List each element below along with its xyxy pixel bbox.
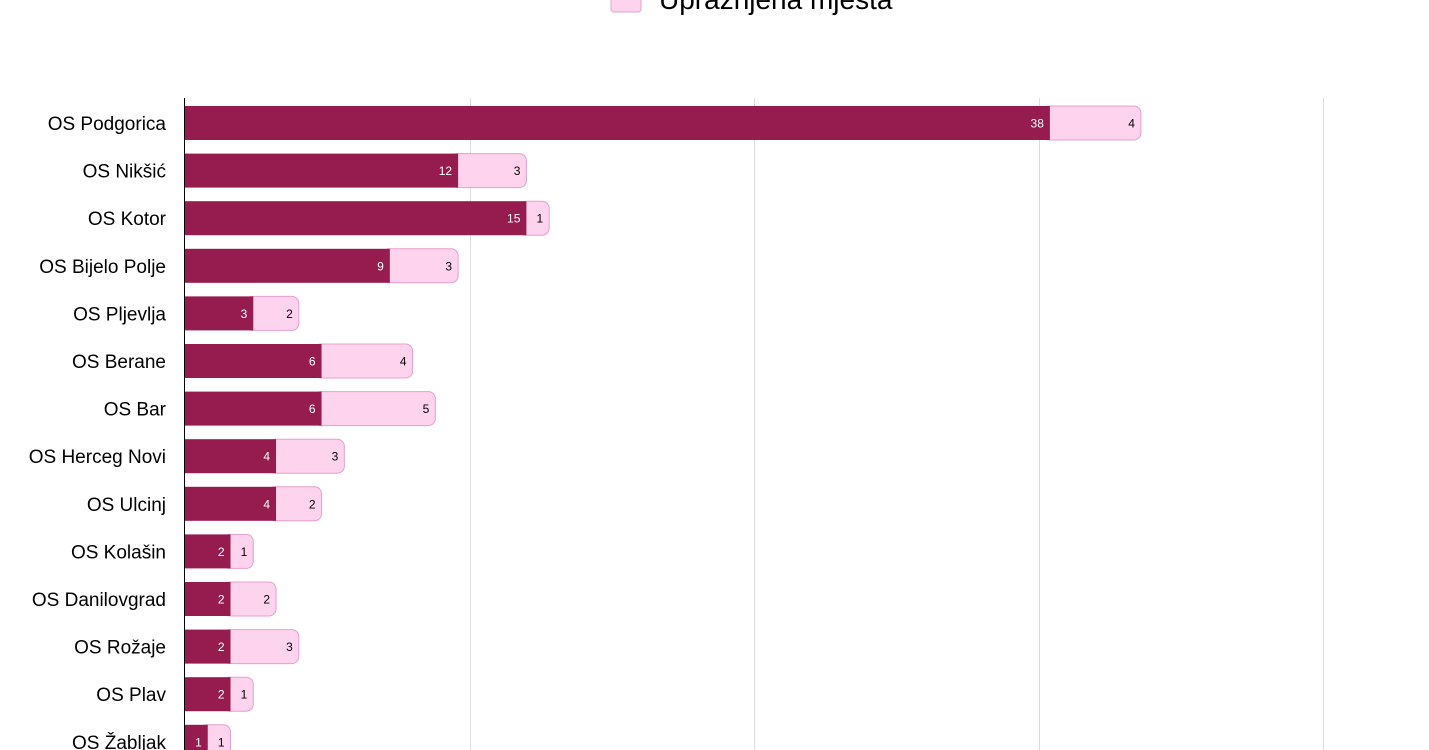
category-label: OS Danilovgrad bbox=[32, 590, 166, 611]
category-label: OS Ulcinj bbox=[87, 495, 166, 516]
value-label-primary: 3 bbox=[241, 307, 248, 321]
category-label: OS Berane bbox=[72, 352, 166, 373]
bar-segment-primary bbox=[185, 439, 277, 474]
category-label: OS Plav bbox=[96, 685, 166, 706]
category-label: OS Pljevlja bbox=[73, 304, 166, 325]
legend-swatch bbox=[610, 0, 642, 13]
value-label-primary: 15 bbox=[507, 212, 521, 226]
category-label: OS Žabljak bbox=[72, 732, 166, 750]
bar-segment-primary bbox=[185, 153, 459, 188]
value-label-primary: 4 bbox=[263, 450, 270, 464]
category-label: OS Kolašin bbox=[71, 542, 166, 563]
value-label-vacant: 3 bbox=[514, 164, 521, 178]
value-label-primary: 9 bbox=[377, 259, 384, 273]
value-label-vacant: 3 bbox=[332, 450, 339, 464]
bars: 38 412 315 19 33 26 46 54 34 22 12 22 32 11 1 bbox=[185, 105, 1142, 750]
bar-segment-vacant bbox=[313, 391, 436, 427]
gridlines bbox=[470, 98, 1324, 750]
bar-segment-primary bbox=[185, 629, 231, 664]
bar-segment-primary bbox=[185, 534, 231, 569]
value-label-vacant: 2 bbox=[263, 593, 270, 607]
bar-row: 15 1 bbox=[185, 200, 550, 236]
category-label: OS Kotor bbox=[88, 209, 167, 230]
value-label-vacant: 1 bbox=[241, 688, 248, 702]
category-label: OS Bijelo Polje bbox=[39, 257, 166, 278]
bar-segment-vacant bbox=[313, 343, 414, 379]
value-label-vacant: 4 bbox=[1128, 117, 1135, 131]
category-label: OS Nikšić bbox=[83, 162, 166, 183]
value-label-vacant: 1 bbox=[536, 212, 543, 226]
category-label: OS Podgorica bbox=[48, 114, 167, 135]
value-label-primary: 38 bbox=[1031, 117, 1045, 131]
bar-segment-primary bbox=[185, 344, 322, 378]
legend: Upražnjena mjesta bbox=[610, 0, 893, 15]
value-label-vacant: 4 bbox=[400, 355, 407, 369]
value-label-primary: 6 bbox=[309, 355, 316, 369]
value-label-vacant: 5 bbox=[423, 402, 430, 416]
category-label: OS Bar bbox=[104, 400, 167, 421]
bar-segment-primary bbox=[185, 106, 1050, 140]
value-label-vacant: 2 bbox=[286, 307, 293, 321]
value-label-vacant: 3 bbox=[286, 640, 293, 654]
category-label: OS Herceg Novi bbox=[29, 447, 166, 468]
value-label-vacant: 1 bbox=[218, 735, 225, 749]
bar-row: 12 3 bbox=[185, 153, 527, 189]
value-label-vacant: 3 bbox=[445, 259, 452, 273]
bar-segment-primary bbox=[185, 201, 527, 236]
value-label-primary: 4 bbox=[263, 497, 270, 511]
value-label-primary: 2 bbox=[218, 688, 225, 702]
category-labels: OS Podgorica OS Nikšić OS Kotor OS Bijelo P… bbox=[29, 114, 167, 750]
value-label-primary: 1 bbox=[195, 735, 202, 749]
legend-label: Upražnjena mjesta bbox=[659, 0, 893, 15]
bar-segment-primary bbox=[185, 582, 231, 616]
bar-segment-primary bbox=[185, 486, 277, 521]
bar-segment-primary bbox=[185, 677, 231, 712]
bar-segment-primary bbox=[185, 248, 390, 283]
value-label-primary: 2 bbox=[218, 593, 225, 607]
bar-segment-vacant bbox=[1041, 105, 1142, 141]
value-label-primary: 2 bbox=[218, 640, 225, 654]
value-label-vacant: 2 bbox=[309, 497, 316, 511]
value-label-primary: 2 bbox=[218, 545, 225, 559]
bar-segment-primary bbox=[185, 296, 254, 331]
category-label: OS Rožaje bbox=[74, 638, 166, 659]
bar-row: 38 4 bbox=[185, 105, 1142, 141]
bar-segment-primary bbox=[185, 391, 322, 426]
bar-segment-primary bbox=[185, 724, 208, 750]
value-label-primary: 12 bbox=[439, 164, 453, 178]
value-label-vacant: 1 bbox=[241, 545, 248, 559]
value-label-primary: 6 bbox=[309, 402, 316, 416]
